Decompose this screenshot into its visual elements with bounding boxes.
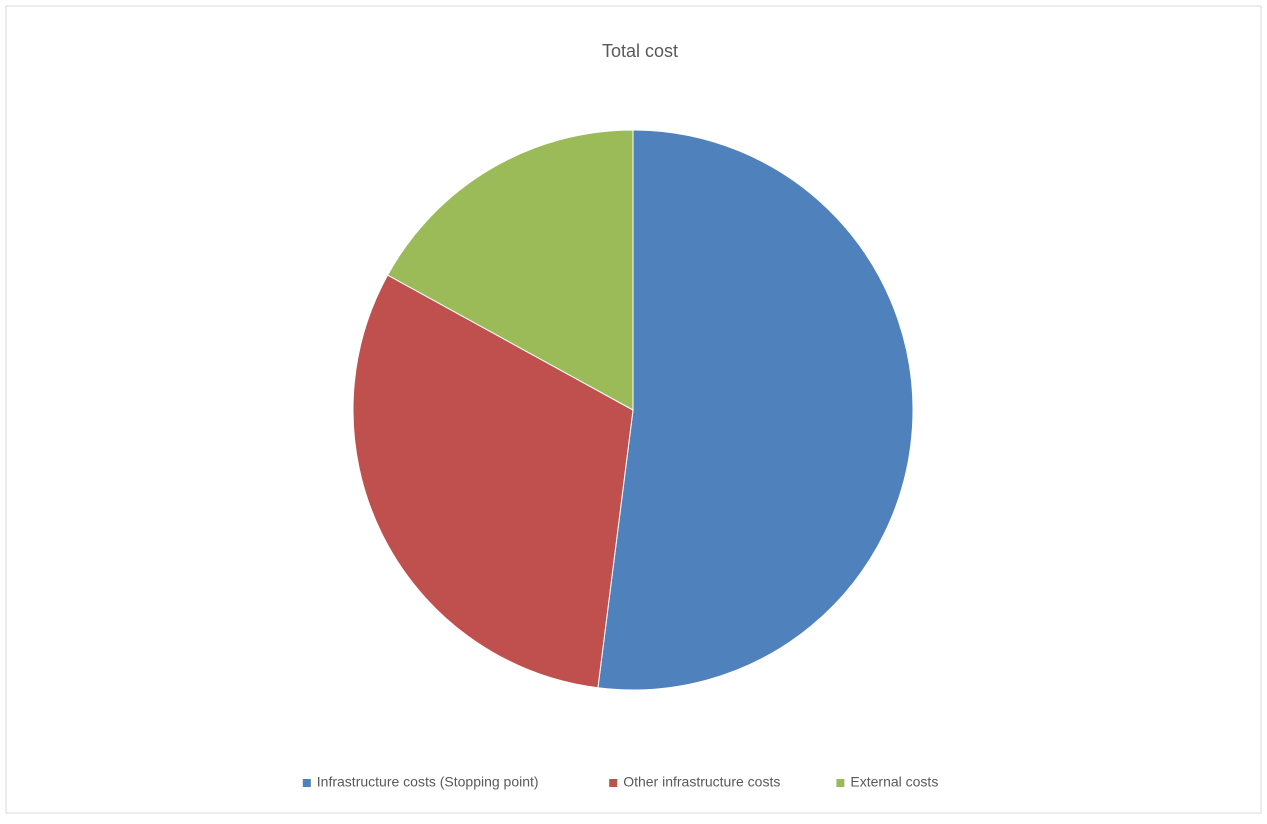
legend-label: Other infrastructure costs <box>623 774 780 790</box>
pie-slice <box>597 129 914 691</box>
chart-title: Total cost <box>602 41 678 61</box>
legend-swatch <box>836 779 845 787</box>
legend-swatch <box>609 779 618 787</box>
pie-slice <box>386 129 634 411</box>
legend-label: External costs <box>850 774 938 790</box>
legend-swatch <box>302 779 311 787</box>
legend-label: Infrastructure costs (Stopping point) <box>317 774 539 790</box>
pie-slice <box>352 274 634 689</box>
